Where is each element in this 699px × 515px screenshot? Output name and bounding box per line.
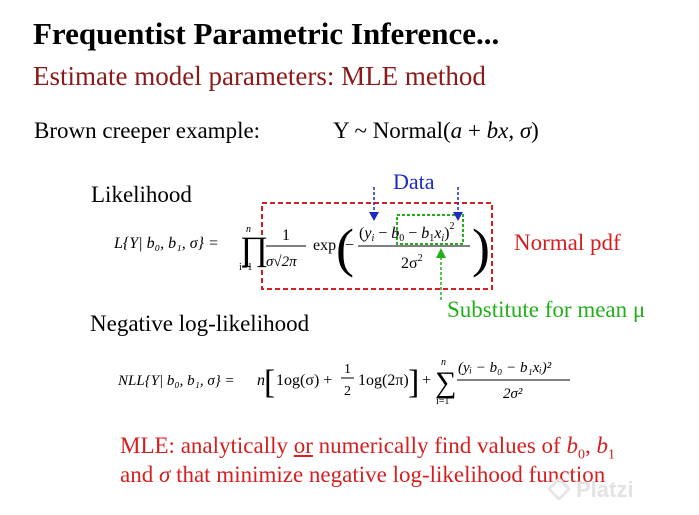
slide-title: Frequentist Parametric Inference... — [33, 16, 500, 51]
slide-subtitle: Estimate model parameters: MLE method — [33, 61, 486, 91]
mle-line-2: and σ that minimize negative log-likelih… — [120, 462, 606, 487]
model-a: a — [450, 118, 463, 143]
nll-plus: + — [422, 372, 431, 389]
model-prefix: Y ~ Normal( — [333, 118, 451, 143]
product-symbol: ∏ — [240, 231, 268, 268]
platzi-watermark: Platzi — [576, 477, 634, 502]
exp-function: exp — [313, 237, 336, 254]
data-arrowhead-xi — [453, 212, 463, 221]
exp-right-paren: ) — [472, 218, 490, 278]
data-arrowhead-yi — [369, 212, 379, 221]
nll-frac-num: (yᵢ − b₀ − b₁xᵢ)² — [458, 360, 552, 376]
mean-box — [396, 214, 464, 245]
data-label: Data — [393, 169, 435, 194]
mle-or: or — [293, 433, 313, 458]
model-plus: + — [462, 118, 487, 143]
nll-label: Negative log-likelihood — [90, 311, 310, 336]
nll-left-bracket: [ — [264, 364, 275, 401]
product-top: n — [246, 224, 251, 235]
sum-symbol: ∑ — [435, 366, 456, 399]
mle-line-1: MLE: analytically or numerically find va… — [120, 433, 615, 463]
model-sigma: σ — [519, 118, 532, 143]
nll-part1: 1og(σ) + — [276, 372, 332, 389]
nll-half-num: 1 — [344, 362, 351, 377]
nll-part2: 1og(2π) — [358, 372, 409, 389]
exp-left-paren: ( — [336, 218, 354, 278]
likelihood-label: Likelihood — [91, 182, 192, 207]
nll-half-den: 2 — [344, 384, 351, 399]
frac-denominator: σ√2π — [266, 254, 297, 270]
nll-lhs: NLL{Y| b₀, b₁, σ} = — [117, 373, 235, 389]
example-model: Y ~ Normal(a + bx, σ) — [333, 118, 539, 144]
nll-right-bracket: ] — [408, 364, 419, 401]
nll-n: n — [257, 372, 265, 389]
example-label: Brown creeper example: — [34, 118, 261, 143]
num-b0: b — [391, 225, 399, 242]
platzi-logo-icon — [548, 478, 570, 500]
exp-numerator: (yi − b0 − b1xi)2 — [359, 221, 455, 244]
frac-numerator: 1 — [282, 227, 290, 244]
normal-pdf-box — [261, 202, 493, 290]
exp-denominator: 2σ2 — [401, 253, 423, 272]
model-suffix: ) — [531, 118, 539, 143]
num-y: y — [362, 225, 372, 242]
mean-arrowhead — [436, 248, 446, 258]
num-y-sub: i — [371, 233, 374, 244]
num-x: x — [433, 225, 441, 242]
num-square: 2 — [450, 221, 455, 232]
product-bottom: i=1 — [239, 262, 252, 273]
nll-frac-den: 2σ² — [503, 386, 523, 402]
model-bx: bx — [486, 118, 509, 143]
sum-bottom: i=1 — [436, 396, 449, 407]
likelihood-lhs: L{Y| b₀, b₁, σ} = — [113, 235, 219, 252]
num-b1: b — [421, 225, 429, 242]
exp-minus: − — [345, 237, 354, 254]
substitute-label: Substitute for mean μ — [447, 297, 646, 322]
sum-top: n — [441, 357, 446, 368]
model-comma: , — [508, 118, 520, 143]
normal-pdf-label: Normal pdf — [514, 230, 621, 255]
